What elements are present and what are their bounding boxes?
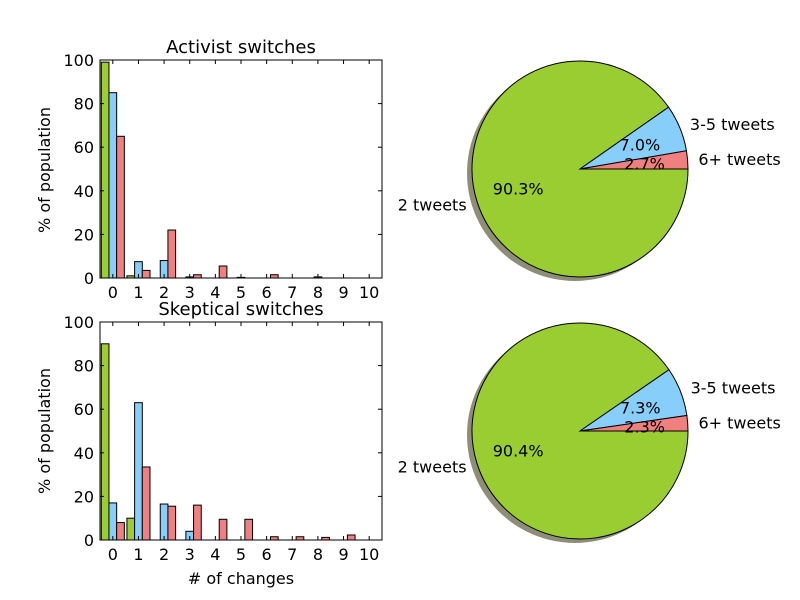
activist-x-tick-label: 5 [236, 283, 246, 302]
skeptical-bar-red-3 [193, 504, 202, 541]
skeptical-pie-slice-six-plus-tweets [579, 414, 689, 432]
skeptical-x-tick-label: 1 [133, 545, 143, 564]
activist-pie-label-three-five-tweets: 3-5 tweets [690, 115, 775, 134]
activist-bar-red-1 [141, 269, 151, 279]
activist-chart-title: Activist switches [166, 37, 316, 58]
activist-x-tick-label: 10 [359, 283, 379, 302]
skeptical-x-tick-label: 6 [262, 545, 272, 564]
activist-x-tick-label: 3 [185, 283, 195, 302]
skeptical-pie-pct-three-five-tweets: 7.3% [620, 398, 661, 417]
skeptical-x-tick-label: 2 [159, 545, 169, 564]
skeptical-bar-red-4 [218, 518, 228, 541]
skeptical-x-tick-label: 4 [210, 545, 220, 564]
skeptical-bar-green-1 [126, 517, 136, 541]
activist-y-tick-label: 20 [74, 225, 94, 244]
skeptical-bar-red-2 [167, 505, 177, 541]
skeptical-y-axis-label: % of population [35, 368, 54, 494]
activist-bar-red-2 [167, 229, 177, 279]
skeptical-bar-red-0 [116, 522, 125, 541]
skeptical-bar-chart: Skeptical switches % of population # of … [35, 299, 383, 588]
skeptical-pie-label-six-plus-tweets: 6+ tweets [698, 413, 780, 432]
activist-y-axis-label: % of population [35, 107, 54, 233]
skeptical-x-tick-label: 9 [338, 545, 348, 564]
activist-x-tick-label: 2 [159, 283, 169, 302]
skeptical-pie-pct-two-tweets: 90.4% [493, 441, 544, 460]
activist-x-tick-label: 8 [313, 283, 323, 302]
activist-x-tick-label: 1 [133, 283, 143, 302]
activist-pie-label-two-tweets: 2 tweets [398, 196, 467, 215]
skeptical-pie-chart: 2 tweets 90.4% 3-5 tweets 7.3% 6+ tweets 2.3% [398, 322, 781, 543]
activist-y-tick-label: 60 [74, 138, 94, 157]
skeptical-x-tick-label: 3 [185, 545, 195, 564]
activist-pie-pct-six-plus-tweets: 2.7% [624, 155, 665, 174]
skeptical-bar-red-9 [346, 534, 356, 541]
skeptical-y-tick-label: 20 [74, 487, 94, 506]
activist-y-tick-label: 0 [84, 269, 94, 288]
skeptical-pie-pct-six-plus-tweets: 2.3% [624, 417, 665, 436]
skeptical-y-tick-label: 100 [63, 313, 94, 332]
activist-x-tick-label: 6 [262, 283, 272, 302]
activist-y-tick-label: 100 [63, 51, 94, 70]
skeptical-chart-title: Skeptical switches [158, 299, 323, 320]
activist-axes-frame [99, 59, 383, 279]
skeptical-pie-label-three-five-tweets: 3-5 tweets [691, 379, 776, 398]
skeptical-pie-label-two-tweets: 2 tweets [398, 457, 467, 476]
activist-pie-pct-two-tweets: 90.3% [493, 179, 544, 198]
skeptical-y-tick-label: 60 [74, 400, 94, 419]
skeptical-y-tick-label: 80 [74, 357, 94, 376]
skeptical-bar-blue-0 [108, 502, 118, 541]
skeptical-bar-blue-1 [134, 402, 143, 541]
skeptical-y-tick-label: 0 [84, 531, 94, 550]
skeptical-x-tick-label: 5 [236, 545, 246, 564]
activist-pie-label-six-plus-tweets: 6+ tweets [698, 150, 780, 169]
skeptical-bar-green-0 [100, 343, 110, 541]
skeptical-axes-frame [99, 321, 383, 541]
activist-x-tick-label: 9 [338, 283, 348, 302]
activist-x-tick-label: 4 [210, 283, 220, 302]
skeptical-x-axis-label: # of changes [188, 569, 294, 588]
activist-x-tick-label: 7 [287, 283, 297, 302]
activist-bar-red-4 [218, 265, 228, 279]
skeptical-bars [100, 343, 356, 541]
skeptical-x-tick-label: 8 [313, 545, 323, 564]
activist-bar-red-0 [116, 135, 125, 279]
activist-x-tick-label: 0 [108, 283, 118, 302]
activist-pie-chart: 2 tweets 90.3% 3-5 tweets 7.0% 6+ tweets 2.7% [398, 60, 781, 281]
activist-pie-slice-two-tweets [471, 60, 689, 278]
skeptical-bar-red-5 [244, 518, 254, 541]
activist-y-tick-label: 80 [74, 95, 94, 114]
activist-pie-slice-six-plus-tweets [579, 150, 689, 170]
skeptical-x-tick-label: 7 [287, 545, 297, 564]
skeptical-bar-red-1 [141, 466, 151, 541]
activist-y-tick-label: 40 [74, 182, 94, 201]
skeptical-x-tick-label: 0 [108, 545, 118, 564]
activist-bar-blue-0 [108, 92, 118, 279]
activist-pie-pct-three-five-tweets: 7.0% [620, 135, 661, 154]
skeptical-x-tick-label: 10 [359, 545, 379, 564]
activist-bars [100, 61, 323, 279]
activist-bar-green-0 [100, 61, 110, 279]
skeptical-y-tick-label: 40 [74, 444, 94, 463]
skeptical-bar-blue-2 [159, 503, 169, 541]
